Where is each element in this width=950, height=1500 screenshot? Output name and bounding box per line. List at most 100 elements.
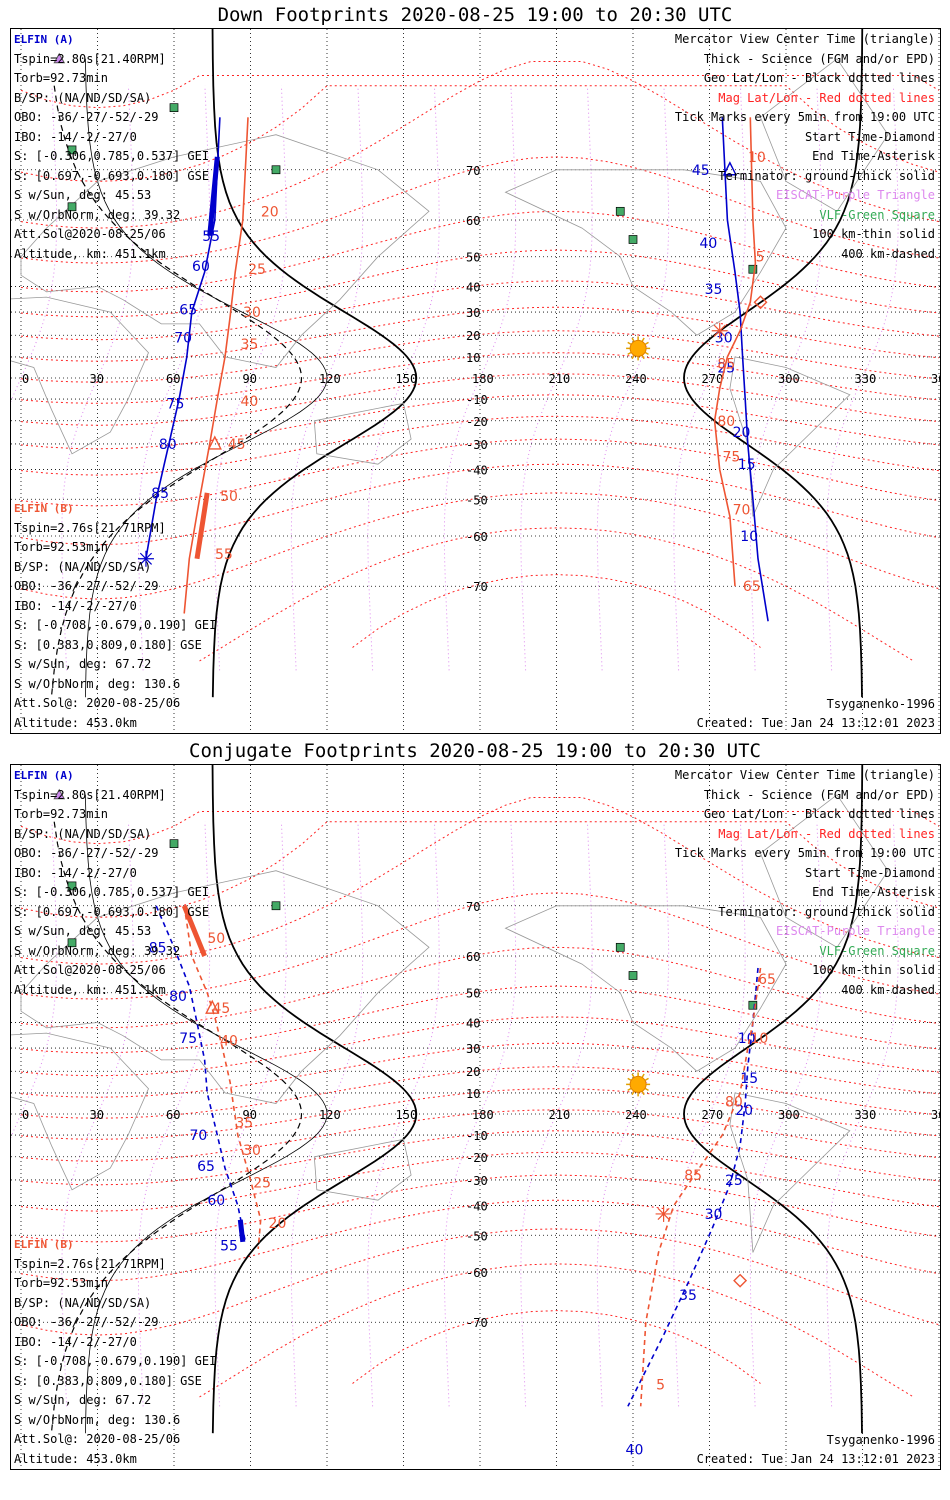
lat-tick-label: -60 — [466, 1266, 488, 1280]
legend-end: End Time-Asterisk — [812, 149, 935, 163]
elfin-b-time-tick: 65 — [758, 972, 776, 988]
elfin-b-time-tick: 30 — [243, 305, 261, 321]
end-time-asterisk — [137, 550, 154, 567]
lat-tick-label: 50 — [466, 987, 480, 1001]
lon-tick-label: 120 — [319, 372, 341, 386]
legend-km400: 400 km-dashed — [841, 246, 935, 261]
elfin-a-info-line: S w/OrbNorm, deg: 39.32 — [14, 943, 181, 958]
model-label: Tsyganenko-1996 — [826, 1433, 935, 1447]
elfin-a-info-line: S: [0.697,-0.693,0.180] GSE — [14, 168, 210, 183]
elfin-b-info-line: Altitude: 453.0km — [14, 715, 137, 730]
mag-meridian-line — [61, 85, 134, 671]
lat-tick-label: 10 — [466, 351, 480, 365]
elfin-a-track — [721, 117, 769, 622]
terminator-100km-line — [85, 794, 328, 1434]
legend-science: Thick - Science (FGM and/or EPD) — [703, 787, 935, 802]
elfin-a-time-tick: 60 — [207, 1193, 225, 1209]
lon-tick-label: 150 — [396, 372, 418, 386]
lat-tick-label: -60 — [466, 530, 488, 544]
lat-tick-label: 20 — [466, 1065, 480, 1079]
mag-latitude-line — [20, 811, 940, 845]
science-segment — [181, 904, 207, 957]
panel-title-conjugate: Conjugate Footprints 2020-08-25 19:00 to… — [189, 740, 761, 762]
legend-start: Start Time-Diamond — [804, 129, 935, 144]
map-panel-down: 0 30 60 90 120 150 180 210 240 270 300 330 360 70 60 50… — [10, 28, 941, 734]
elfin-b-label: ELFIN (B) — [14, 502, 74, 515]
elfin-a-info-line: S: [-0.306,0.785,0.537] GEI — [14, 149, 210, 163]
mag-meridian-line — [214, 85, 287, 671]
lon-tick-label: 180 — [472, 372, 494, 386]
lon-tick-label: 60 — [166, 1108, 180, 1122]
elfin-b-time-tick: 30 — [243, 1143, 261, 1159]
lat-tick-label: -70 — [466, 580, 488, 594]
mag-meridian-line — [11, 85, 58, 403]
elfin-b-time-tick: 40 — [241, 394, 259, 410]
mag-meridian-line — [11, 821, 58, 1139]
mag-latitude-line — [20, 1228, 940, 1336]
lat-tick-label: -70 — [466, 1316, 488, 1330]
elfin-b-time-tick: 5 — [756, 250, 765, 266]
vlf-station-square — [615, 942, 625, 952]
elfin-b-track — [183, 117, 249, 614]
lon-tick-label: 210 — [549, 1108, 571, 1122]
elfin-a-time-tick: 75 — [167, 396, 185, 412]
lon-tick-label: 90 — [243, 1108, 257, 1122]
mag-latitude-line — [352, 574, 761, 648]
mag-latitude-line — [20, 306, 940, 362]
lat-tick-label: -10 — [466, 1129, 488, 1143]
elfin-b-info-line: S w/Sun, deg: 67.72 — [14, 1393, 152, 1407]
mag-latitude-line — [199, 1263, 914, 1398]
mag-meridian-line — [520, 85, 593, 671]
elfin-b-info-line: IBO: -14/-2/-27/0 — [14, 598, 137, 613]
vlf-station-square — [748, 1000, 758, 1010]
mag-latitude-line — [20, 373, 940, 426]
elfin-b-info-line: B/SP: (NA/ND/SD/SA) — [14, 1295, 152, 1310]
vlf-station-square — [67, 938, 77, 948]
lon-tick-label: 360 — [931, 372, 941, 386]
mag-latitude-line — [20, 352, 940, 404]
coastline — [313, 402, 412, 465]
mag-meridian-line — [290, 85, 364, 671]
elfin-b-time-tick: 55 — [215, 547, 233, 563]
elfin-b-time-tick: 65 — [743, 579, 761, 595]
mag-meridian-line — [673, 821, 746, 1407]
lat-tick-label: 60 — [466, 950, 480, 964]
lat-tick-label: -50 — [466, 493, 488, 507]
elfin-b-track — [183, 905, 262, 1249]
lat-tick-label: 60 — [466, 214, 480, 228]
lon-tick-label: 120 — [319, 1108, 341, 1122]
end-time-asterisk — [655, 1205, 672, 1222]
elfin-a-time-tick: 25 — [717, 361, 735, 377]
legend-end: End Time-Asterisk — [812, 885, 935, 899]
mag-latitude-line — [199, 527, 914, 662]
legend: Mercator View Center Time (triangle) Thic… — [675, 30, 935, 264]
elfin-a-time-tick: 20 — [733, 425, 751, 441]
science-segment — [207, 156, 220, 237]
lat-tick-label: 70 — [466, 164, 480, 178]
legend-mag: Mag Lat/Lon - Red dotted lines — [718, 90, 935, 105]
elfin-a-time-tick: 15 — [738, 457, 756, 473]
elfin-a-time-tick: 40 — [700, 236, 718, 252]
elfin-a-time-tick: 65 — [179, 303, 197, 319]
lat-tick-label: 40 — [466, 1016, 480, 1030]
elfin-b-time-tick: 25 — [248, 262, 266, 278]
elfin-b-info-line: B/SP: (NA/ND/SD/SA) — [14, 559, 152, 574]
coastline — [729, 1092, 851, 1253]
elfin-a-time-tick: 60 — [192, 259, 210, 275]
elfin-b-info-line: S w/OrbNorm, deg: 130.6 — [14, 1412, 181, 1427]
elfin-a-info-line: S w/Sun, deg: 45.53 — [14, 188, 152, 202]
elfin-a-info-line: S w/Sun, deg: 45.53 — [14, 924, 152, 938]
lat-tick-label: 40 — [466, 280, 480, 294]
end-time-asterisk — [711, 322, 728, 339]
elfin-a-info-line: B/SP: (NA/ND/SD/SA) — [14, 826, 152, 841]
elfin-a-time-tick: 35 — [679, 1288, 697, 1304]
legend: Mercator View Center Time (triangle) Thic… — [675, 766, 935, 1000]
coastline — [20, 134, 430, 368]
coastline — [760, 58, 889, 212]
legend-terminator: Terminator: ground-thick solid — [718, 904, 935, 919]
elfin-b-info-line: S w/OrbNorm, deg: 130.6 — [14, 676, 181, 691]
legend-eiscat: EISCAT-Purple Triangle — [776, 924, 935, 938]
lon-tick-label: 240 — [625, 372, 647, 386]
legend-geo: Geo Lat/Lon - Black dotted lines — [703, 71, 935, 85]
created-timestamp: Created: Tue Jan 24 13:12:01 2023 — [696, 1452, 935, 1466]
